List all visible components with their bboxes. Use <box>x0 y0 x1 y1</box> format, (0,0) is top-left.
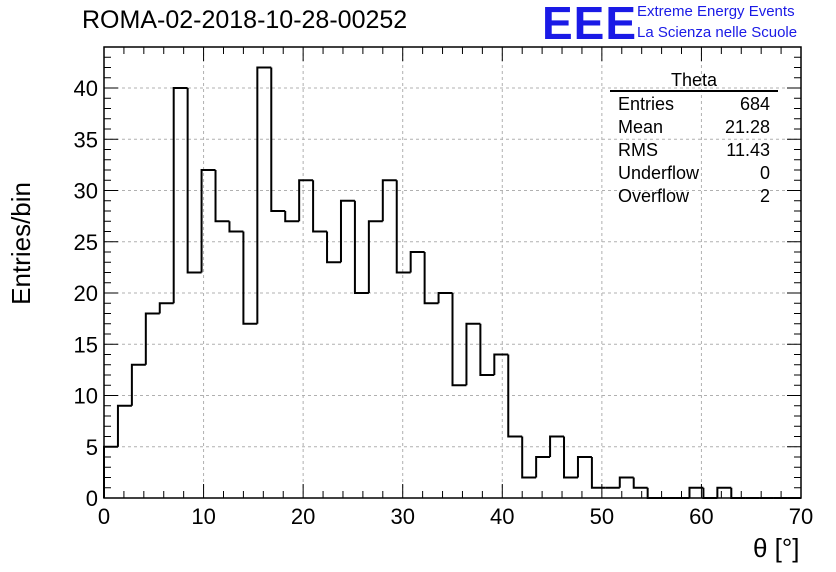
stats-value: 2 <box>759 186 770 206</box>
y-tick-label: 25 <box>74 230 98 255</box>
y-tick-label: 15 <box>74 332 98 357</box>
histogram-bin <box>312 180 328 233</box>
stats-value: 11.43 <box>726 140 770 160</box>
histogram-bin <box>646 487 662 499</box>
x-tick-label: 0 <box>98 504 110 529</box>
stats-value: 0 <box>759 163 770 183</box>
y-tick-label: 5 <box>86 435 98 460</box>
y-tick-label: 40 <box>74 76 98 101</box>
y-tick-label: 10 <box>74 384 98 409</box>
histogram-bin <box>688 486 704 498</box>
histogram-bin <box>479 323 495 376</box>
y-tick-label: 0 <box>86 486 98 511</box>
histogram-bin <box>144 312 160 365</box>
histogram-bin <box>730 487 746 499</box>
axis-ticks <box>103 46 802 499</box>
histogram-bin <box>172 87 188 304</box>
histogram-bin <box>326 231 341 264</box>
histogram-bin <box>702 487 718 499</box>
stats-row-entries: Entries 684 <box>610 92 778 115</box>
logo-subtitle-1: Extreme Energy Events <box>637 3 795 20</box>
chart-title: ROMA-02-2018-10-28-00252 <box>82 6 408 34</box>
histogram-bin <box>242 231 258 325</box>
histogram-bin <box>353 200 369 294</box>
histogram-bin <box>186 88 202 274</box>
histogram-bin <box>256 66 272 324</box>
histogram-bin <box>521 436 537 479</box>
stats-label: Overflow <box>618 186 690 206</box>
stats-label: RMS <box>618 140 658 160</box>
histogram-bin <box>465 322 481 386</box>
stats-value: 21.28 <box>724 117 770 137</box>
y-tick-label: 20 <box>74 281 98 306</box>
stats-title: Theta <box>610 70 778 92</box>
x-tick-label: 10 <box>191 504 215 529</box>
histogram-bin <box>632 477 648 489</box>
histogram-bin <box>576 456 592 478</box>
x-tick-label: 70 <box>789 504 813 529</box>
x-tick-label: 40 <box>490 504 514 529</box>
stats-value: 684 <box>739 94 770 114</box>
histogram-bin <box>549 435 565 457</box>
histogram-bin <box>339 199 355 263</box>
histogram-bin <box>590 457 606 489</box>
histogram-bin <box>284 211 300 223</box>
histogram-bin <box>395 180 411 274</box>
x-tick-label: 20 <box>291 504 315 529</box>
stats-box: Theta Entries 684 Mean 21.28 RMS 11.43 U… <box>610 70 778 207</box>
histogram-bin <box>116 404 132 447</box>
histogram-bin <box>381 179 397 222</box>
histogram-bin <box>214 170 230 223</box>
stats-label: Underflow <box>618 163 700 183</box>
histogram-bin <box>270 67 286 212</box>
histogram-bin <box>298 179 314 222</box>
y-tick-label: 35 <box>74 127 98 152</box>
histogram-bin <box>130 363 146 406</box>
stats-row-overflow: Overflow 2 <box>610 184 778 207</box>
histogram-bins <box>103 66 801 499</box>
eee-logo: EEE <box>542 0 638 49</box>
histogram-bin <box>507 354 523 438</box>
y-axis-label-wrap: Entries/bin <box>6 182 36 322</box>
histogram-bin <box>451 293 467 387</box>
histogram-bin <box>228 221 244 233</box>
stats-label: Mean <box>618 117 664 137</box>
x-tick-label: 50 <box>590 504 614 529</box>
histogram-bin <box>103 445 118 498</box>
logo-subtitle-2: La Scienza nelle Scuole <box>637 24 798 41</box>
histogram-bin <box>158 302 174 314</box>
histogram-bin <box>409 251 425 273</box>
x-tick-label: 60 <box>689 504 713 529</box>
stats-row-mean: Mean 21.28 <box>610 115 778 138</box>
histogram-bin <box>423 252 439 305</box>
histogram-bin <box>437 292 453 304</box>
stats-row-rms: RMS 11.43 <box>610 138 778 161</box>
histogram-bin <box>367 220 383 293</box>
stats-label: Entries <box>618 94 675 114</box>
stats-row-underflow: Underflow 0 <box>610 161 778 184</box>
histogram-bin <box>535 456 551 478</box>
histogram-bin <box>200 169 216 273</box>
histogram-bin <box>618 476 634 488</box>
x-axis-label: θ [°] <box>753 533 800 563</box>
histogram-bin <box>716 486 732 498</box>
y-tick-label: 30 <box>74 179 98 204</box>
histogram-bin <box>563 436 578 479</box>
y-axis-label: Entries/bin <box>6 182 36 305</box>
x-tick-label: 30 <box>390 504 414 529</box>
histogram-bin <box>493 353 509 375</box>
